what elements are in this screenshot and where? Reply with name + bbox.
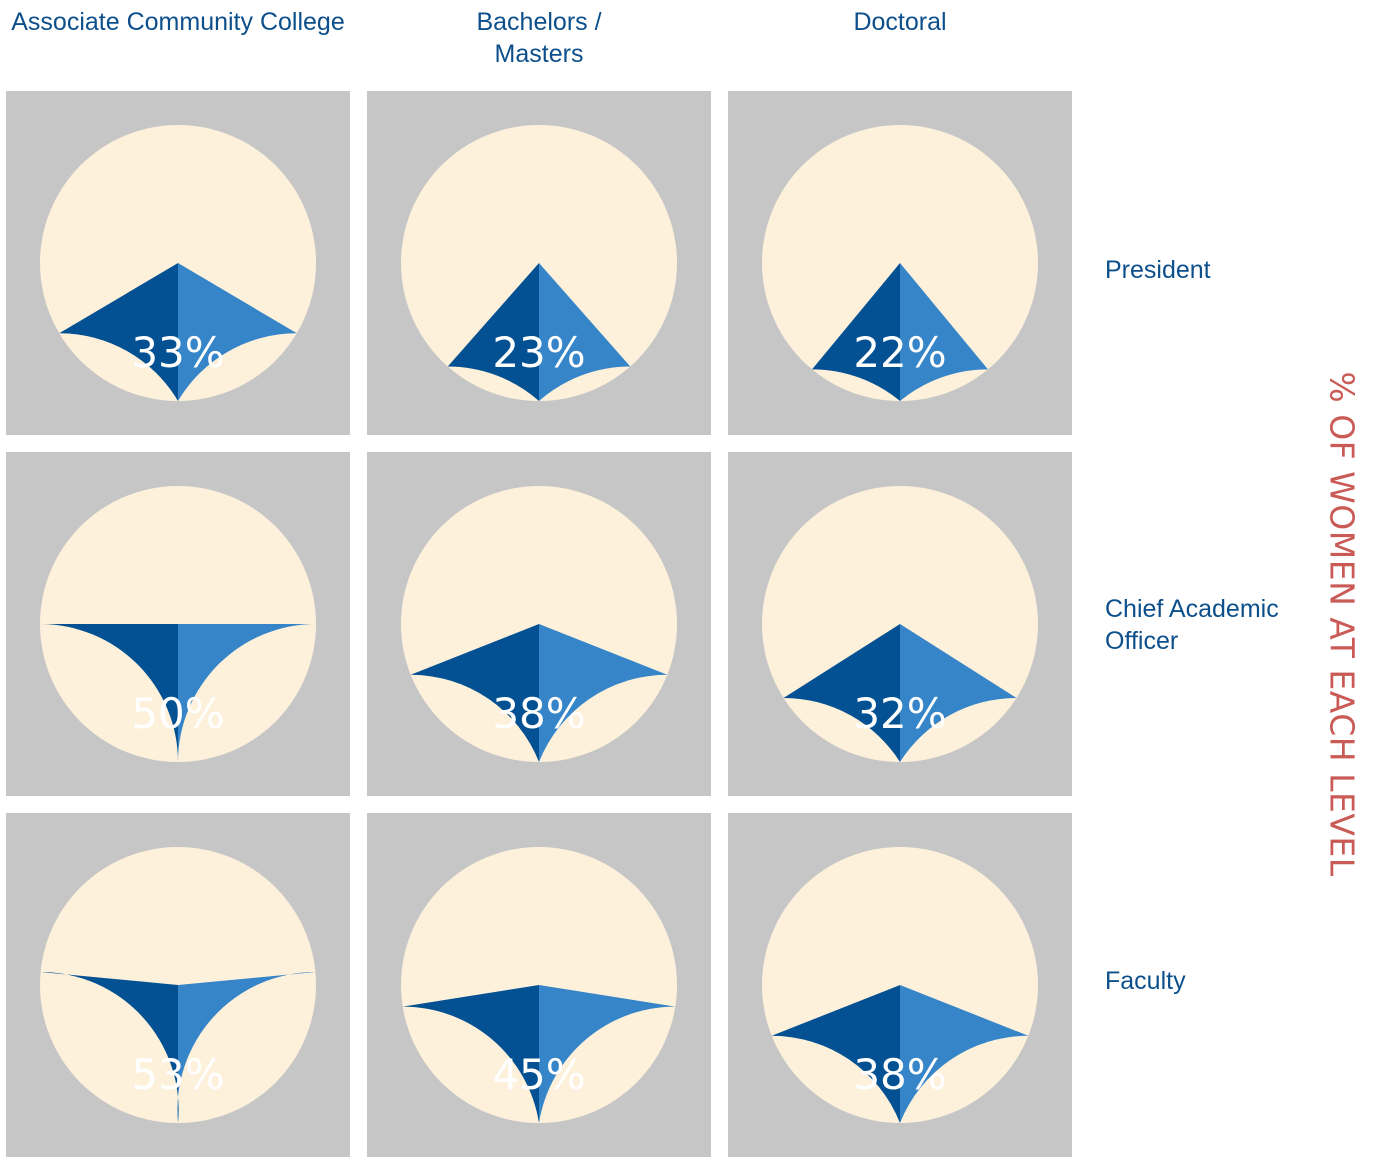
- pie-chart: 45%: [401, 847, 677, 1123]
- pie-tile-chief-academic-officer-doctoral: 32%: [728, 452, 1072, 796]
- chart-title: % OF WOMEN AT EACH LEVEL: [1322, 371, 1362, 877]
- column-header-doctoral: Doctoral: [853, 8, 947, 36]
- pie-percent-label: 23%: [492, 328, 585, 377]
- pie-tile-president-associate-community-college: 33%: [6, 91, 350, 435]
- pie-chart: 22%: [762, 125, 1038, 401]
- pie-tile-president-doctoral: 22%: [728, 91, 1072, 435]
- pie-percent-label: 50%: [131, 689, 224, 738]
- row-label-faculty: Faculty: [1105, 967, 1186, 995]
- pie-chart: 50%: [40, 486, 316, 762]
- pie-slice-women-right: [771, 985, 900, 1123]
- pie-chart: 23%: [401, 125, 677, 401]
- pie-slice-women-left: [900, 985, 1029, 1123]
- pie-tile-faculty-associate-community-college: 53%: [6, 813, 350, 1157]
- pie-slice-women-right: [812, 263, 900, 401]
- pie-percent-label: 53%: [131, 1050, 224, 1099]
- pie-tile-president-bachelors-masters: 23%: [367, 91, 711, 435]
- pie-slice-women-left: [539, 624, 668, 762]
- pie-slice-women-right: [783, 624, 900, 762]
- pie-slice-women-right: [40, 624, 178, 762]
- pie-slice-women-left: [900, 624, 1017, 762]
- pie-tile-faculty-bachelors-masters: 45%: [367, 813, 711, 1157]
- pie-slice-women-right: [59, 263, 178, 401]
- pie-chart: 32%: [762, 486, 1038, 762]
- pie-slice-women-left: [177, 972, 316, 1123]
- pie-slice-women-left: [900, 263, 988, 401]
- pie-slice-women-right: [447, 263, 539, 401]
- row-label-chief-academic-officer: Chief Academic Officer: [1105, 595, 1279, 655]
- pie-percent-label: 32%: [853, 689, 946, 738]
- pie-tile-faculty-doctoral: 38%: [728, 813, 1072, 1157]
- row-label-president: President: [1105, 256, 1211, 284]
- pie-slice-women-right: [402, 985, 539, 1123]
- pie-percent-label: 38%: [853, 1050, 946, 1099]
- pie-slice-women-left: [178, 263, 297, 401]
- pie-percent-label: 38%: [492, 689, 585, 738]
- column-header-associate: Associate Community College: [11, 8, 345, 36]
- pie-percent-label: 45%: [492, 1050, 585, 1099]
- column-header-bachelors: Bachelors / Masters: [476, 8, 602, 68]
- pie-tile-chief-academic-officer-associate-community-college: 50%: [6, 452, 350, 796]
- pie-slice-women-left: [539, 263, 631, 401]
- pie-tile-chief-academic-officer-bachelors-masters: 38%: [367, 452, 711, 796]
- pie-chart: 53%: [40, 847, 316, 1123]
- pie-chart: 38%: [401, 486, 677, 762]
- pie-percent-label: 22%: [853, 328, 946, 377]
- pie-slice-women-left: [178, 624, 316, 762]
- pie-percent-label: 33%: [131, 328, 224, 377]
- pie-chart: 38%: [762, 847, 1038, 1123]
- pie-slice-women-left: [539, 985, 676, 1123]
- pie-slice-women-right: [40, 972, 179, 1123]
- pie-chart: 33%: [40, 125, 316, 401]
- pie-slice-women-right: [410, 624, 539, 762]
